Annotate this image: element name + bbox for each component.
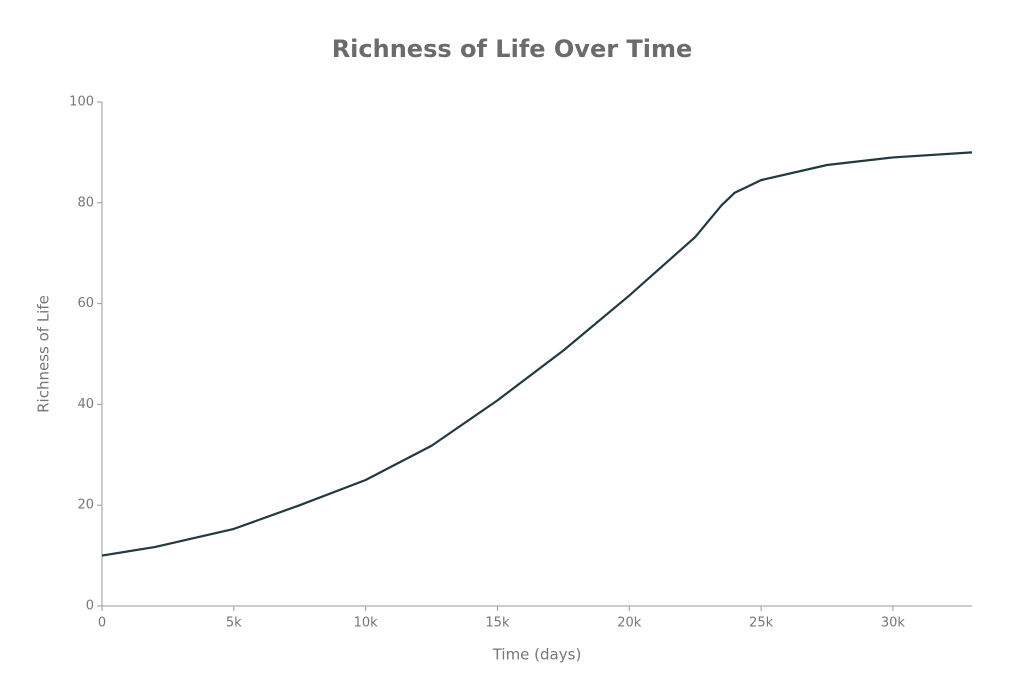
x-tick-label: 20k: [617, 616, 642, 631]
y-axis-title: Richness of Life: [35, 295, 53, 413]
x-tick-label: 5k: [226, 616, 242, 631]
x-tick-label: 25k: [749, 616, 774, 631]
x-axis-title: Time (days): [492, 646, 582, 664]
y-tick-label: 40: [77, 397, 94, 412]
x-tick-label: 10k: [354, 616, 379, 631]
x-tick-label: 0: [98, 616, 106, 631]
y-tick-label: 0: [86, 599, 94, 614]
x-tick-label: 30k: [881, 616, 906, 631]
y-tick-label: 80: [77, 195, 94, 210]
y-tick-label: 60: [77, 296, 94, 311]
y-tick-label: 20: [77, 498, 94, 513]
x-tick-label: 15k: [485, 616, 510, 631]
line: [101, 151, 973, 557]
chart-title: Richness of Life Over Time: [332, 35, 693, 63]
y-tick-label: 100: [69, 95, 94, 110]
